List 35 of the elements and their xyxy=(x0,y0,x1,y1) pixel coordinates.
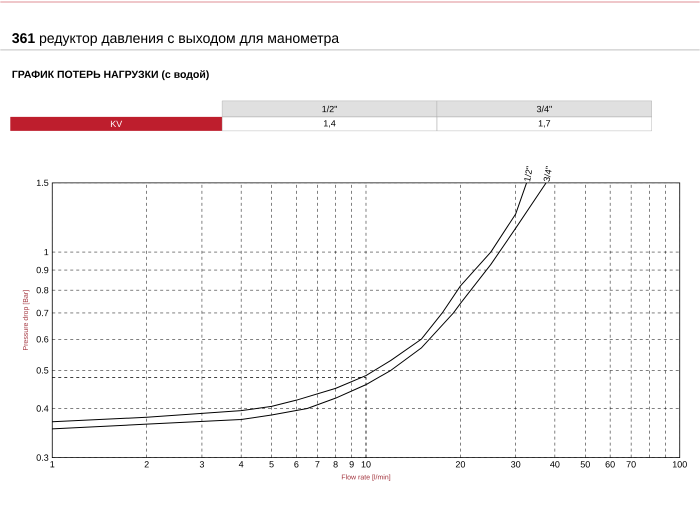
x-tick-label: 70 xyxy=(626,461,636,468)
x-tick-label: 30 xyxy=(511,461,520,468)
y-tick-label: 0.4 xyxy=(36,406,48,412)
x-tick-label: 6 xyxy=(294,461,298,468)
y-tick-label: 1.5 xyxy=(36,180,48,186)
x-tick-label: 50 xyxy=(580,461,590,468)
y-tick-label: 0.6 xyxy=(36,336,48,343)
text: KV xyxy=(110,121,122,128)
y-tick-label: 0.5 xyxy=(36,367,48,374)
text: 3/4" xyxy=(536,106,552,112)
y-tick-label: 0.7 xyxy=(36,310,48,316)
x-tick-label: 3 xyxy=(200,461,204,468)
text: 1/2" xyxy=(524,166,532,182)
text: 1/2" xyxy=(322,106,337,112)
text: 1,4 xyxy=(324,120,336,128)
y-tick-label: 1 xyxy=(44,249,48,256)
x-tick-label: 1 xyxy=(50,461,54,468)
text: 1,7 xyxy=(538,120,550,128)
x-tick-label: 100 xyxy=(672,461,687,468)
x-tick-label: 20 xyxy=(456,461,466,468)
x-tick-label: 60 xyxy=(606,461,615,468)
x-tick-label: 7 xyxy=(315,461,320,468)
y-tick-label: 0.9 xyxy=(36,267,48,274)
x-tick-label: 2 xyxy=(144,461,149,468)
x-tick-label: 8 xyxy=(333,461,338,468)
x-tick-label: 4 xyxy=(238,461,244,468)
x-tick-label: 10 xyxy=(362,461,371,468)
x-tick-label: 9 xyxy=(350,461,354,468)
chart-title: 361 редуктор давления с выходом для манометра xyxy=(12,33,340,46)
chart-subtitle: ГРАФИК ПОТЕРЬ НАГРУЗКИ (с водой) xyxy=(12,70,209,80)
x-tick-label: 5 xyxy=(269,461,274,468)
text: 3/4" xyxy=(544,166,552,182)
y-tick-label: 0.3 xyxy=(36,454,48,462)
x-tick-label: 40 xyxy=(550,461,560,468)
y-tick-label: 0.8 xyxy=(36,287,48,294)
